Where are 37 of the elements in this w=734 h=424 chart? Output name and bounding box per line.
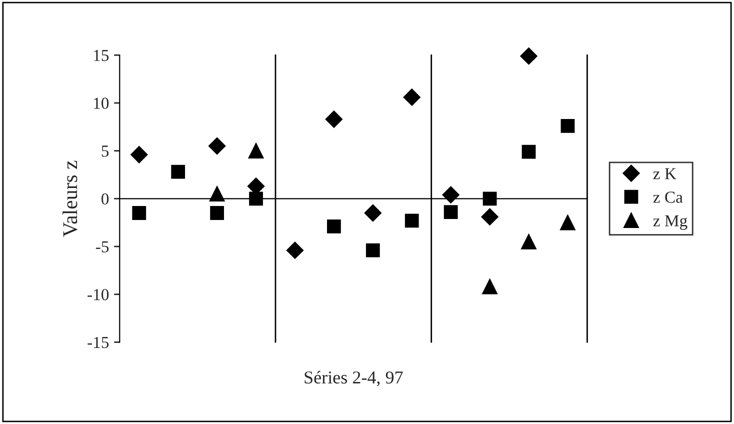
y-tick-label: 0 bbox=[102, 193, 109, 205]
point bbox=[171, 164, 186, 179]
point bbox=[481, 208, 498, 226]
point bbox=[522, 144, 536, 159]
point bbox=[249, 192, 263, 206]
y-tick-label: 15 bbox=[94, 50, 109, 62]
point bbox=[364, 204, 382, 222]
point bbox=[326, 219, 341, 234]
x-axis-title: Séries 2-4, 97 bbox=[304, 370, 403, 386]
point bbox=[442, 186, 460, 204]
y-tick-label: 5 bbox=[102, 146, 109, 157]
point bbox=[210, 206, 224, 220]
legend-label: z K bbox=[653, 168, 676, 180]
point bbox=[444, 205, 458, 219]
legend-label: z Mg bbox=[653, 215, 688, 230]
point bbox=[520, 48, 538, 65]
point bbox=[404, 214, 419, 228]
point bbox=[482, 279, 498, 294]
point bbox=[130, 146, 148, 164]
y-tick-label: 10 bbox=[94, 98, 109, 109]
point bbox=[521, 234, 536, 250]
point bbox=[403, 88, 420, 106]
point bbox=[366, 243, 380, 258]
point bbox=[482, 192, 497, 206]
legend-label: z Ca bbox=[653, 192, 683, 203]
point bbox=[560, 118, 575, 133]
point bbox=[132, 206, 146, 220]
point bbox=[325, 110, 342, 128]
point bbox=[286, 242, 304, 259]
point bbox=[248, 143, 264, 158]
y-axis-title: Valeurs z bbox=[62, 160, 78, 237]
y-tick-label: -10 bbox=[88, 289, 109, 300]
y-tick-label: -15 bbox=[88, 336, 109, 348]
y-tick-label: -5 bbox=[96, 241, 109, 252]
point bbox=[208, 137, 226, 155]
point bbox=[209, 186, 225, 202]
point bbox=[560, 214, 576, 230]
